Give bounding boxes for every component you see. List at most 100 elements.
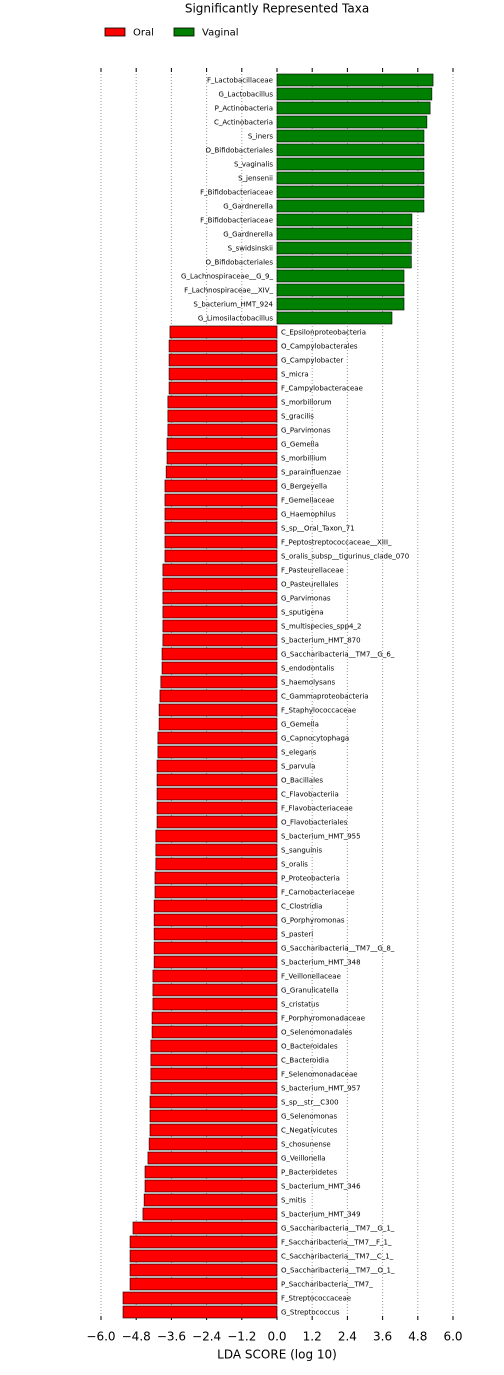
bar-label: F_Peptostreptococcaceae__XIII_ <box>281 539 392 547</box>
legend-label: Oral <box>133 28 154 39</box>
bar-label: G_Streptococcus <box>281 1309 340 1317</box>
bar-label: G_Saccharibacteria__TM7__G_1_ <box>281 1225 395 1233</box>
bar <box>129 1263 278 1277</box>
bar <box>168 381 278 395</box>
bar-label: F_Lactobacillaceae <box>207 77 273 85</box>
x-axis-label: LDA SCORE (log 10) <box>217 1348 337 1362</box>
bar <box>132 1221 278 1235</box>
bar <box>162 591 278 605</box>
bar <box>276 227 413 241</box>
bar <box>149 1095 278 1109</box>
bar-label: G_Selenomonas <box>281 1113 337 1121</box>
bar <box>154 885 278 899</box>
bar-label: G_Lactobacillus <box>219 91 274 99</box>
bar <box>162 605 278 619</box>
legend-swatch <box>104 27 126 37</box>
x-tick-label: −4.8 <box>122 1330 151 1344</box>
bar-label: S_oralis_subsp__tigurinus_clade_070 <box>281 553 409 561</box>
bar <box>276 185 425 199</box>
bar <box>156 801 278 815</box>
bar <box>153 927 278 941</box>
bar-label: G_Gardnerella <box>223 203 273 211</box>
bar <box>122 1291 278 1305</box>
bar <box>153 899 278 913</box>
bar <box>152 969 278 983</box>
bar-label: S_bacterium_HMT_349 <box>281 1211 361 1219</box>
bar <box>168 339 278 353</box>
legend-label: Vaginal <box>202 28 239 39</box>
bar-label: S_micra <box>281 371 309 379</box>
bar <box>151 1025 278 1039</box>
bar-label: S_parainfluenzae <box>281 469 341 477</box>
bar-label: S_bacterium_HMT_924 <box>193 301 273 309</box>
bar <box>143 1193 278 1207</box>
bar-label: S_bacterium_HMT_957 <box>281 1085 361 1093</box>
bar <box>162 563 278 577</box>
bar-label: P_Actinobacteria <box>215 105 273 113</box>
bar-label: F_Porphyromonadaceae <box>281 1015 365 1023</box>
bar <box>276 157 425 171</box>
bar <box>151 1011 278 1025</box>
bar-label: S_endodontalis <box>281 665 334 673</box>
bar-label: S_jensenii <box>238 175 273 183</box>
bar <box>129 1249 278 1263</box>
bar-label: F_Lachnospiraceae__XIV_ <box>184 287 273 295</box>
bar-label: C_Gammaproteobacteria <box>281 693 369 701</box>
bar <box>150 1039 278 1053</box>
bar <box>142 1207 278 1221</box>
bar-label: S_chosunense <box>281 1141 331 1149</box>
bar-label: S_gracilis <box>281 413 314 421</box>
bar <box>149 1109 278 1123</box>
x-tick-label: 2.4 <box>338 1330 357 1344</box>
bar <box>129 1235 278 1249</box>
bar-label: S_morbillium <box>281 455 327 463</box>
bar-label: S_iners <box>248 133 274 141</box>
bar <box>276 129 425 143</box>
bar <box>150 1067 278 1081</box>
bar-label: F_Veillonellaceae <box>281 973 341 981</box>
bar-label: F_Campylobacteraceae <box>281 385 363 393</box>
bar-label: O_Bacillales <box>281 777 323 785</box>
bar <box>276 199 425 213</box>
x-tick-label: 6.0 <box>443 1330 462 1344</box>
bar <box>158 717 278 731</box>
bar <box>164 549 278 563</box>
bar <box>167 423 278 437</box>
bar <box>276 311 393 325</box>
bar-label: P_Bacteroidetes <box>281 1169 337 1177</box>
bar-label: G_Haemophilus <box>281 511 336 519</box>
bar <box>162 619 278 633</box>
bar-label: F_Flavobacteriaceae <box>281 805 353 813</box>
bar-label: S_pasteri <box>281 931 313 939</box>
bar <box>276 115 428 129</box>
bar-label: G_Gemella <box>281 721 319 729</box>
bar-label: O_Campylobacterales <box>281 343 358 351</box>
bar-label: F_Gemellaceae <box>281 497 334 505</box>
bar <box>154 871 278 885</box>
bar-label: F_Streptococcaceae <box>281 1295 351 1303</box>
bar <box>149 1123 278 1137</box>
bar <box>156 815 278 829</box>
bar-label: O_Selenomonadales <box>281 1029 353 1037</box>
bar <box>169 325 278 339</box>
bar-label: S_sputigena <box>281 609 324 617</box>
bar-label: S_haemolysans <box>281 679 336 687</box>
bar <box>276 269 405 283</box>
bar-label: G_Limosilactobacillus <box>198 315 273 323</box>
bar-label: G_Bergeyella <box>281 483 327 491</box>
bar-label: G_Parvimonas <box>281 427 331 435</box>
bar <box>276 255 412 269</box>
bar-label: S_vaginalis <box>234 161 273 169</box>
bar-label: O_Flavobacteriales <box>281 819 348 827</box>
bar <box>276 143 425 157</box>
x-tick-label: 0.0 <box>267 1330 286 1344</box>
bar-label: G_Gemella <box>281 441 319 449</box>
bar-label: G_Saccharibacteria__TM7__G_8_ <box>281 945 395 953</box>
x-tick-label: −2.4 <box>192 1330 221 1344</box>
bar-label: S_parvula <box>281 763 315 771</box>
bar-label: S_sanguinis <box>281 847 323 855</box>
bar-label: P_Saccharibacteria__TM7_ <box>281 1281 373 1289</box>
bar <box>162 633 278 647</box>
